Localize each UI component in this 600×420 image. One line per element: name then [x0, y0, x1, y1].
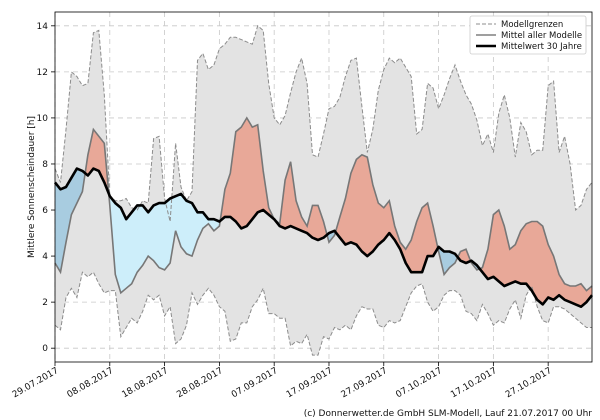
- legend-mean-30y-label: Mittelwert 30 Jahre: [501, 42, 582, 52]
- x-tick-label: 17.09.2017: [285, 366, 335, 400]
- y-tick-label: 12: [37, 68, 48, 78]
- y-tick-label: 6: [42, 206, 48, 216]
- above-average-fill: [335, 154, 438, 273]
- y-axis-label: Mittlere Sonnenscheindauer [h]: [27, 116, 37, 258]
- y-tick-label: 14: [37, 22, 49, 32]
- y-axis-ticks: 0 2 4 6 8 10 12 14: [37, 22, 55, 354]
- model-range-band: [55, 25, 592, 356]
- mean-models-line: [54, 116, 593, 295]
- above-average-fill: [220, 117, 327, 240]
- mean-30y-line: [53, 167, 594, 309]
- y-tick-label: 4: [42, 252, 48, 262]
- x-tick-label: 07.09.2017: [230, 366, 280, 400]
- model-range-area: [55, 25, 592, 356]
- legend-bounds-label: Modellgrenzen: [501, 20, 563, 30]
- plot-frame: [54, 11, 593, 363]
- series-lines: [53, 24, 594, 356]
- below-average-fill: [108, 193, 221, 293]
- x-tick-label: 07.10.2017: [394, 366, 444, 400]
- legend-mean-models-label: Mittel aller Modelle: [501, 31, 582, 41]
- y-tick-label: 2: [42, 298, 48, 308]
- x-tick-label: 18.08.2017: [120, 366, 170, 400]
- x-tick-label: 28.08.2017: [175, 366, 225, 400]
- y-tick-label: 10: [37, 114, 49, 124]
- x-tick-label: 17.10.2017: [449, 366, 499, 400]
- x-tick-label: 27.09.2017: [340, 366, 390, 400]
- y-tick-label: 0: [42, 344, 48, 354]
- x-axis-ticks: 29.07.2017 08.08.2017 18.08.2017 28.08.2017…: [11, 362, 554, 400]
- above-average-fill: [479, 210, 592, 307]
- upper-bound-line: [54, 24, 593, 222]
- x-tick-label: 27.10.2017: [504, 366, 554, 400]
- lower-bound-line: [54, 271, 592, 356]
- x-tick-label: 29.07.2017: [11, 366, 61, 400]
- legend: Modellgrenzen Mittel aller Modelle Mitte…: [469, 15, 587, 55]
- legend-box: [469, 15, 587, 55]
- credit-text: (c) Donnerwetter.de GmbH SLM-Modell, Lau…: [304, 409, 593, 419]
- y-tick-label: 8: [42, 160, 48, 170]
- x-tick-label: 08.08.2017: [66, 366, 116, 400]
